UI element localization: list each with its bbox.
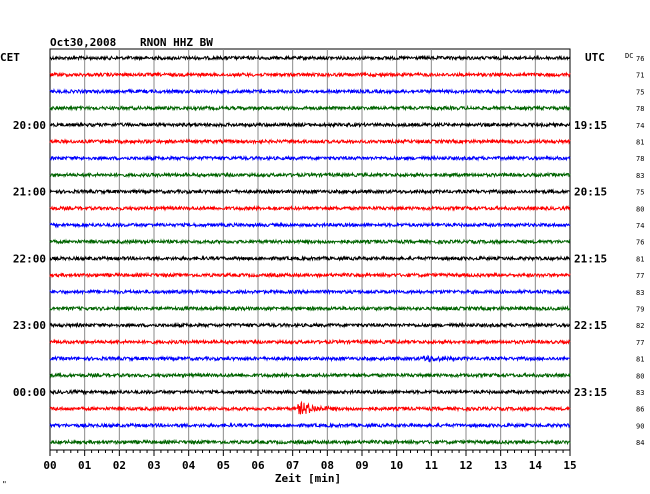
dc-value: 76 bbox=[636, 239, 644, 247]
dc-value: 78 bbox=[636, 155, 644, 163]
x-tick-label: 06 bbox=[251, 459, 265, 472]
dc-value: 81 bbox=[636, 356, 644, 364]
dc-value: 75 bbox=[636, 189, 644, 197]
trace-line bbox=[49, 87, 571, 95]
dc-value: 80 bbox=[636, 205, 644, 213]
trace-line bbox=[49, 54, 571, 62]
dc-value: 83 bbox=[636, 172, 644, 180]
trace-line bbox=[49, 104, 571, 112]
x-tick-label: 11 bbox=[425, 459, 439, 472]
dc-value: 83 bbox=[636, 289, 644, 297]
dc-value: 90 bbox=[636, 422, 644, 430]
x-tick-label: 14 bbox=[529, 459, 543, 472]
x-tick-label: 10 bbox=[390, 459, 403, 472]
x-tick-label: 02 bbox=[113, 459, 126, 472]
trace-line bbox=[49, 154, 571, 162]
left-hour-label: 00:00 bbox=[13, 386, 46, 399]
dc-value: 75 bbox=[636, 88, 644, 96]
x-tick-label: 07 bbox=[286, 459, 299, 472]
trace-line bbox=[49, 171, 571, 179]
x-tick-label: 05 bbox=[217, 459, 230, 472]
dc-value: 74 bbox=[636, 222, 644, 230]
x-tick-label: 13 bbox=[494, 459, 507, 472]
dc-value: 83 bbox=[636, 389, 644, 397]
left-hour-label: 22:00 bbox=[13, 252, 46, 265]
trace-line bbox=[49, 338, 571, 346]
dc-label: DC bbox=[625, 52, 633, 60]
right-hour-label: 22:15 bbox=[574, 319, 607, 332]
trace-line bbox=[49, 354, 571, 364]
dc-value: 82 bbox=[636, 322, 644, 330]
dc-value: 77 bbox=[636, 339, 644, 347]
left-hour-label: 21:00 bbox=[13, 186, 46, 199]
x-tick-label: 03 bbox=[147, 459, 160, 472]
x-tick-label: 09 bbox=[355, 459, 368, 472]
dc-value: 79 bbox=[636, 306, 644, 314]
seismic-traces bbox=[49, 54, 571, 446]
dc-value: 81 bbox=[636, 255, 644, 263]
trace-line bbox=[49, 204, 571, 212]
trace-line bbox=[49, 221, 571, 229]
right-hour-label: 21:15 bbox=[574, 252, 607, 265]
x-tick-label: 01 bbox=[78, 459, 92, 472]
x-axis: 00 01 02 03 04 05 06 07 08 09 10 11 12 13 14 15 bbox=[43, 450, 577, 472]
dc-value: 80 bbox=[636, 372, 644, 380]
corner-mark: " bbox=[2, 480, 7, 489]
trace-line bbox=[49, 254, 571, 262]
trace-line bbox=[49, 438, 571, 446]
right-hour-label: 19:15 bbox=[574, 119, 607, 132]
trace-line bbox=[49, 371, 571, 379]
trace-line bbox=[49, 238, 571, 246]
right-hour-label: 23:15 bbox=[574, 386, 607, 399]
x-axis-label: Zeit [min] bbox=[275, 472, 341, 485]
trace-line bbox=[49, 388, 571, 396]
chart-station: RNON HHZ BW bbox=[140, 36, 213, 49]
left-hour-label: 23:00 bbox=[13, 319, 46, 332]
plot-frame bbox=[49, 48, 571, 451]
trace-line bbox=[49, 421, 571, 429]
right-hour-label: 20:15 bbox=[574, 186, 607, 199]
dc-value: 74 bbox=[636, 122, 644, 130]
dc-value: 84 bbox=[636, 439, 644, 447]
chart-date: Oct30,2008 bbox=[50, 36, 116, 49]
dc-value: 86 bbox=[636, 406, 644, 414]
trace-line bbox=[49, 304, 571, 312]
trace-line bbox=[49, 121, 571, 129]
right-timezone-label: UTC bbox=[585, 51, 605, 64]
trace-line bbox=[49, 138, 571, 146]
right-hour-labels: 19:15 20:15 21:15 22:15 23:15 bbox=[574, 119, 607, 399]
dc-value: 78 bbox=[636, 105, 644, 113]
x-tick-label: 12 bbox=[459, 459, 472, 472]
trace-line bbox=[49, 321, 571, 329]
trace-line bbox=[49, 188, 571, 196]
x-tick-label: 00 bbox=[43, 459, 56, 472]
dc-value: 71 bbox=[636, 72, 644, 80]
dc-value: 81 bbox=[636, 139, 644, 147]
dc-value: 76 bbox=[636, 55, 644, 63]
left-timezone-label: CET bbox=[0, 51, 20, 64]
trace-line bbox=[49, 400, 571, 415]
dc-value: 77 bbox=[636, 272, 644, 280]
left-hour-label: 20:00 bbox=[13, 119, 46, 132]
minute-grid bbox=[49, 48, 571, 451]
x-tick-label: 15 bbox=[563, 459, 576, 472]
x-tick-label: 08 bbox=[321, 459, 334, 472]
trace-line bbox=[49, 71, 571, 79]
trace-line bbox=[49, 271, 571, 279]
trace-line bbox=[49, 288, 571, 296]
left-hour-labels: 20:00 21:00 22:00 23:00 00:00 bbox=[13, 119, 46, 399]
x-tick-label: 04 bbox=[182, 459, 196, 472]
dc-values: 76 71 75 78 74 81 78 83 75 80 74 76 81 77 83 79 82 77 81 80… bbox=[636, 55, 644, 447]
